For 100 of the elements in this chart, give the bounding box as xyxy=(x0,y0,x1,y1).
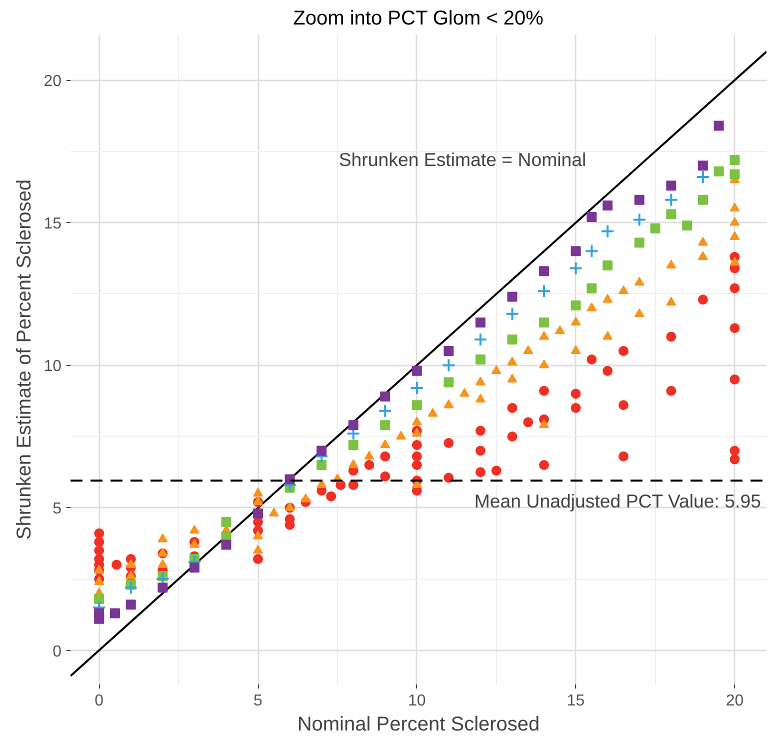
point xyxy=(412,400,422,410)
point xyxy=(284,474,295,484)
chart-title: Zoom into PCT Glom < 20% xyxy=(293,8,544,30)
point xyxy=(507,374,518,383)
point xyxy=(475,394,486,403)
point xyxy=(586,283,597,294)
y-tick-label: 15 xyxy=(44,216,62,233)
x-axis-title: Nominal Percent Sclerosed xyxy=(297,714,540,736)
point xyxy=(475,317,486,328)
point xyxy=(396,430,406,440)
point xyxy=(602,260,613,270)
point xyxy=(300,493,311,502)
point xyxy=(507,334,518,345)
point xyxy=(696,170,710,184)
point xyxy=(412,479,422,488)
point xyxy=(539,360,550,368)
point xyxy=(730,154,740,165)
point xyxy=(632,212,646,227)
point xyxy=(94,608,104,618)
point xyxy=(473,332,488,347)
point xyxy=(730,202,740,212)
point xyxy=(124,580,138,595)
point xyxy=(730,231,740,240)
point xyxy=(110,608,120,618)
point xyxy=(268,508,279,517)
point xyxy=(682,220,692,231)
point xyxy=(568,261,583,276)
x-tick-label: 20 xyxy=(726,692,744,710)
point xyxy=(602,200,613,211)
point xyxy=(730,169,740,180)
point xyxy=(600,224,615,238)
point xyxy=(730,216,740,226)
point xyxy=(666,180,676,191)
point xyxy=(380,392,390,402)
point xyxy=(634,194,644,205)
point xyxy=(634,238,644,248)
point xyxy=(412,416,422,426)
point xyxy=(618,285,628,294)
y-axis-title: Shrunken Estimate of Percent Sclerosed xyxy=(14,179,36,540)
point xyxy=(460,388,470,397)
point xyxy=(491,365,502,374)
point xyxy=(523,345,534,354)
point xyxy=(584,244,599,258)
point xyxy=(650,223,660,234)
point xyxy=(412,366,422,376)
point xyxy=(698,194,708,205)
y-tick-label: 20 xyxy=(44,73,62,90)
point xyxy=(158,559,168,568)
x-tick-label: 15 xyxy=(566,692,585,710)
point xyxy=(570,316,581,326)
x-tick-label: 5 xyxy=(254,692,263,710)
point xyxy=(698,251,708,260)
point xyxy=(444,377,454,388)
point xyxy=(586,212,597,222)
x-tick-label: 0 xyxy=(94,692,104,710)
point xyxy=(586,302,597,312)
point xyxy=(602,330,613,340)
point xyxy=(444,346,454,356)
point xyxy=(507,356,518,366)
ref-line-label: Mean Unadjusted PCT Value: 5.95 xyxy=(474,490,761,512)
point xyxy=(410,381,424,396)
point xyxy=(539,317,550,328)
point xyxy=(126,600,136,610)
point xyxy=(316,479,327,488)
point xyxy=(189,562,200,573)
point xyxy=(221,517,232,527)
point xyxy=(666,209,676,220)
point xyxy=(714,166,724,176)
x-tick-label: 10 xyxy=(408,692,426,710)
point xyxy=(253,508,264,518)
point xyxy=(698,236,708,246)
point xyxy=(634,308,644,317)
point xyxy=(570,345,581,354)
point xyxy=(666,296,676,306)
point xyxy=(189,539,200,548)
y-tick-label: 0 xyxy=(52,643,62,660)
point xyxy=(316,460,327,470)
point xyxy=(505,306,520,321)
point xyxy=(444,399,454,408)
point xyxy=(507,292,518,302)
point xyxy=(634,276,644,286)
point xyxy=(253,530,264,540)
point xyxy=(475,354,486,364)
point xyxy=(698,160,708,171)
y-tick-label: 10 xyxy=(44,358,62,376)
point xyxy=(539,330,550,340)
annotation: Shrunken Estimate = Nominal xyxy=(338,149,586,170)
point xyxy=(570,246,581,256)
point xyxy=(428,408,438,417)
point xyxy=(714,120,724,131)
point xyxy=(94,594,104,604)
point xyxy=(253,544,264,554)
point xyxy=(253,488,264,497)
point xyxy=(378,404,392,418)
point xyxy=(666,260,676,269)
point xyxy=(537,284,552,298)
point xyxy=(539,419,550,428)
point xyxy=(730,256,740,266)
point xyxy=(348,420,358,430)
point xyxy=(602,294,613,303)
